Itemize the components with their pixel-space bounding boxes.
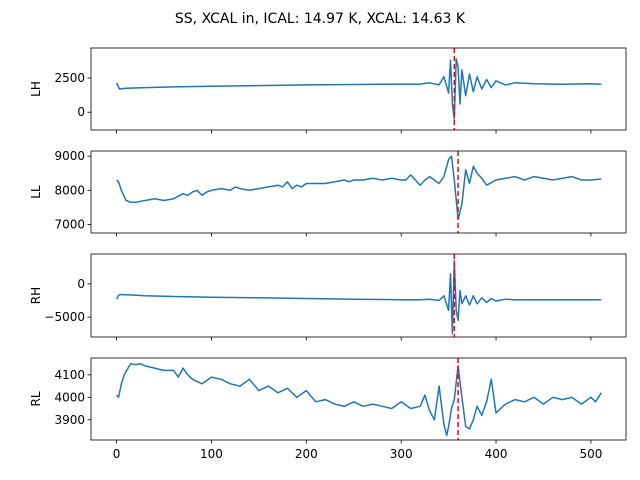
y-tick-label: 7000 (54, 217, 85, 231)
subplot-stack: 02500LH700080009000LL−50000RH39004000410… (29, 47, 627, 461)
y-tick-label: 4100 (54, 368, 85, 382)
series-line-lh (115, 58, 602, 120)
y-axis-label: LH (29, 81, 43, 97)
y-tick-label: −5000 (44, 310, 85, 324)
series-line-rh (115, 259, 602, 335)
x-tick-label: 100 (200, 447, 223, 461)
subplot-rl: 3900 4000 4100 RL 0 100 200 300 400 500 (29, 357, 627, 461)
x-tick-label: 400 (485, 447, 508, 461)
series-line-ll (116, 155, 602, 221)
axes-frame (90, 357, 627, 441)
y-axis-label: RL (29, 391, 43, 406)
subplot-lh: 0 2500 LH (29, 47, 627, 134)
y-axis-label: LL (29, 185, 43, 199)
y-axis-label: RH (29, 287, 43, 304)
axes-frame (90, 47, 627, 131)
y-tick-label: 0 (77, 277, 85, 291)
figure-title: SS, XCAL in, ICAL: 14.97 K, XCAL: 14.63 … (175, 11, 466, 27)
subplot-ll: 7000 8000 9000 LL (29, 149, 627, 237)
axes-frame (90, 150, 627, 234)
y-tick-label: 0 (77, 105, 85, 119)
x-tick-label: 300 (390, 447, 413, 461)
axes-frame (90, 253, 627, 338)
y-tick-label: 8000 (54, 183, 85, 197)
y-tick-label: 2500 (54, 71, 85, 85)
x-tick-label: 500 (579, 447, 602, 461)
x-tick-label: 200 (295, 447, 318, 461)
x-tick-label: 0 (113, 447, 121, 461)
subplot-rh: −5000 0 RH (29, 253, 627, 341)
y-tick-label: 4000 (54, 390, 85, 404)
y-tick-label: 9000 (54, 149, 85, 163)
series-line-rl (116, 362, 602, 437)
y-tick-label: 3900 (54, 413, 85, 427)
